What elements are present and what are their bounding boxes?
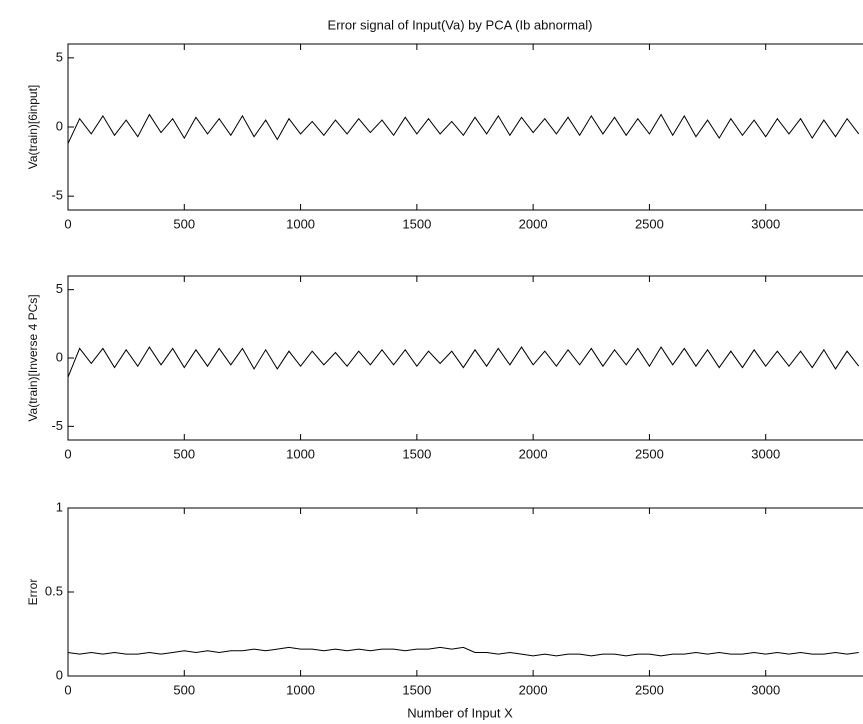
x-tick-label: 2000 [519,682,548,697]
y-tick-label: 0 [56,349,63,364]
data-line [67,346,860,378]
axes-box [67,275,863,441]
y-axis-label: Va(train)[6input] [26,85,40,170]
x-tick-label: 0 [64,446,71,461]
x-tick-label: 3000 [751,216,780,231]
x-tick-label: 0 [64,216,71,231]
x-tick-label: 1000 [286,216,315,231]
y-tick-label: -5 [51,418,63,433]
x-axis-label: Number of Input X [407,705,513,720]
axes-box [67,43,863,211]
x-tick-label: 2500 [635,682,664,697]
y-tick-label: 5 [56,49,63,64]
y-tick-label: 5 [56,281,63,296]
y-axis-label: Error [26,579,40,606]
y-axis-label: Va(train)[Inverse 4 PCs] [26,294,40,421]
data-line [67,646,859,657]
x-tick-label: 1000 [286,682,315,697]
x-tick-label: 2500 [635,216,664,231]
y-tick-label: -5 [51,188,63,203]
chart-title: Error signal of Input(Va) by PCA (Ib abn… [328,17,593,32]
y-tick-label: 0.5 [45,583,63,598]
x-tick-label: 3000 [751,446,780,461]
y-tick-label: 1 [56,499,63,514]
x-tick-label: 500 [173,446,195,461]
x-tick-label: 0 [64,682,71,697]
x-tick-label: 2000 [519,216,548,231]
x-tick-label: 500 [173,682,195,697]
x-tick-label: 2000 [519,446,548,461]
y-tick-label: 0 [56,667,63,682]
data-line [67,113,860,144]
x-tick-label: 2500 [635,446,664,461]
x-tick-label: 1500 [402,216,431,231]
x-tick-label: 3000 [751,682,780,697]
x-tick-label: 500 [173,216,195,231]
x-tick-label: 1500 [402,446,431,461]
x-tick-label: 1000 [286,446,315,461]
x-tick-label: 1500 [402,682,431,697]
y-tick-label: 0 [56,118,63,133]
